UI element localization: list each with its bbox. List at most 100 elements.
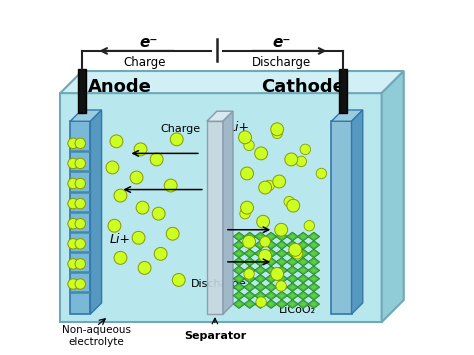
Circle shape	[241, 201, 254, 214]
Polygon shape	[276, 274, 288, 283]
Polygon shape	[255, 291, 266, 300]
Circle shape	[150, 153, 163, 166]
Polygon shape	[300, 268, 306, 273]
Polygon shape	[233, 274, 245, 283]
Circle shape	[238, 131, 252, 144]
Polygon shape	[257, 260, 264, 264]
Polygon shape	[244, 291, 255, 300]
Polygon shape	[244, 232, 255, 241]
Polygon shape	[244, 266, 255, 275]
Circle shape	[173, 274, 185, 286]
Polygon shape	[300, 243, 306, 247]
Polygon shape	[236, 243, 242, 247]
Circle shape	[68, 279, 78, 289]
Polygon shape	[276, 257, 288, 266]
Polygon shape	[255, 257, 266, 266]
Polygon shape	[289, 260, 296, 264]
Polygon shape	[246, 302, 253, 306]
Circle shape	[152, 207, 165, 220]
Polygon shape	[287, 274, 298, 283]
Circle shape	[114, 189, 127, 202]
Circle shape	[287, 199, 300, 212]
Polygon shape	[91, 110, 101, 314]
Circle shape	[108, 219, 121, 232]
Polygon shape	[289, 293, 296, 298]
Text: e⁻: e⁻	[272, 36, 291, 50]
Polygon shape	[233, 241, 245, 250]
Polygon shape	[382, 71, 404, 322]
Polygon shape	[308, 241, 319, 250]
Circle shape	[300, 144, 310, 154]
Polygon shape	[297, 241, 309, 250]
Polygon shape	[265, 300, 277, 308]
Circle shape	[240, 208, 250, 219]
Polygon shape	[289, 234, 296, 239]
Polygon shape	[257, 234, 264, 239]
Circle shape	[271, 268, 283, 280]
Polygon shape	[236, 302, 242, 306]
Circle shape	[110, 135, 123, 148]
Text: Discharge: Discharge	[252, 56, 311, 70]
Polygon shape	[246, 293, 253, 298]
Circle shape	[130, 171, 143, 184]
Polygon shape	[223, 111, 233, 314]
Polygon shape	[265, 257, 277, 266]
FancyBboxPatch shape	[78, 69, 85, 113]
Polygon shape	[276, 249, 288, 258]
Polygon shape	[279, 260, 285, 264]
Circle shape	[264, 180, 274, 191]
Polygon shape	[257, 251, 264, 256]
Circle shape	[154, 247, 167, 260]
Polygon shape	[268, 251, 274, 256]
Polygon shape	[276, 300, 288, 308]
Polygon shape	[233, 257, 245, 266]
Circle shape	[68, 178, 78, 189]
Polygon shape	[255, 232, 266, 241]
Polygon shape	[297, 274, 309, 283]
Polygon shape	[246, 277, 253, 281]
Polygon shape	[70, 110, 101, 121]
Circle shape	[244, 140, 254, 151]
Polygon shape	[244, 283, 255, 291]
Polygon shape	[255, 283, 266, 291]
Polygon shape	[257, 268, 264, 273]
Text: Li+: Li+	[110, 233, 131, 246]
Polygon shape	[244, 249, 255, 258]
Text: Separator: Separator	[184, 331, 246, 341]
Polygon shape	[310, 268, 317, 273]
Polygon shape	[233, 291, 245, 300]
Polygon shape	[287, 241, 298, 250]
Circle shape	[136, 201, 149, 214]
Circle shape	[75, 138, 85, 149]
Polygon shape	[287, 283, 298, 291]
Circle shape	[259, 250, 272, 262]
FancyBboxPatch shape	[207, 121, 223, 314]
Polygon shape	[308, 274, 319, 283]
Circle shape	[255, 147, 267, 160]
Circle shape	[257, 215, 270, 228]
Polygon shape	[265, 274, 277, 283]
Polygon shape	[310, 302, 317, 306]
Polygon shape	[207, 111, 233, 121]
Circle shape	[68, 218, 78, 229]
Polygon shape	[297, 232, 309, 241]
Polygon shape	[236, 260, 242, 264]
Polygon shape	[310, 277, 317, 281]
Polygon shape	[268, 285, 274, 290]
Polygon shape	[257, 243, 264, 247]
Polygon shape	[300, 277, 306, 281]
Text: Non-aqueous
electrolyte: Non-aqueous electrolyte	[62, 326, 131, 347]
Text: Discharge: Discharge	[191, 279, 247, 289]
Text: Cathode: Cathode	[261, 78, 345, 96]
Circle shape	[272, 128, 283, 138]
Polygon shape	[300, 293, 306, 298]
Polygon shape	[310, 234, 317, 239]
Polygon shape	[268, 302, 274, 306]
Polygon shape	[233, 232, 245, 241]
Circle shape	[260, 236, 270, 247]
Polygon shape	[276, 291, 288, 300]
Circle shape	[243, 235, 255, 248]
Polygon shape	[265, 266, 277, 275]
Circle shape	[304, 220, 315, 231]
Polygon shape	[310, 251, 317, 256]
